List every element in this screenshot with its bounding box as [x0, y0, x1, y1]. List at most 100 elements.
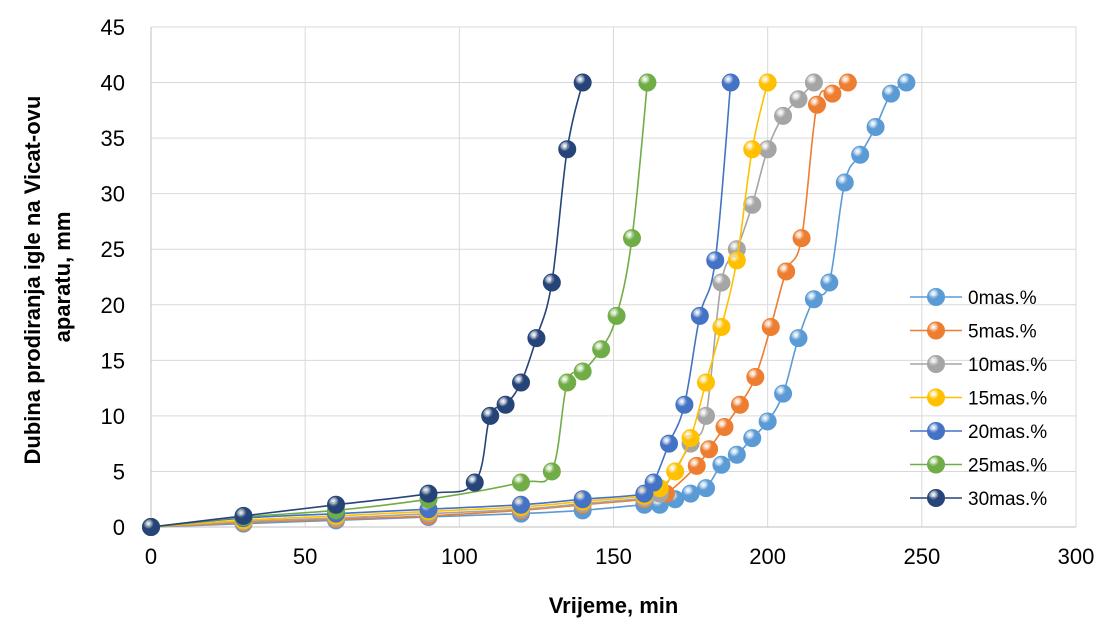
y-axis-title-line-1: Dubina prodiranja igle na Vicat-ovu	[20, 96, 45, 465]
data-point	[789, 90, 808, 109]
data-point	[558, 140, 577, 159]
data-point	[758, 412, 777, 431]
data-point	[835, 173, 854, 192]
data-point	[851, 145, 870, 164]
data-point	[573, 73, 592, 92]
data-point	[746, 368, 765, 386]
x-tick-label: 0	[145, 544, 157, 569]
legend-marker	[927, 422, 945, 440]
data-point	[512, 373, 530, 392]
data-point	[142, 518, 160, 536]
data-point	[465, 473, 484, 492]
data-point	[774, 106, 793, 125]
data-point	[721, 73, 740, 92]
data-point	[758, 73, 777, 92]
data-point	[808, 95, 826, 114]
data-point	[496, 395, 515, 414]
legend-label: 20mas.%	[968, 422, 1047, 443]
data-point	[327, 495, 345, 514]
data-point	[681, 429, 700, 448]
data-point	[777, 262, 796, 281]
data-point	[681, 484, 700, 503]
data-point	[542, 462, 561, 481]
series-line	[150, 82, 649, 528]
x-tick-label: 250	[903, 544, 940, 569]
data-point	[792, 229, 811, 248]
legend-marker	[927, 455, 945, 474]
y-tick-label: 35	[101, 126, 125, 151]
data-point	[687, 456, 706, 475]
data-point	[804, 290, 823, 309]
data-point	[712, 273, 731, 292]
data-point	[712, 318, 731, 336]
data-point	[697, 406, 715, 425]
y-axis-title: Dubina prodiranja igle na Vicat-ovu apar…	[20, 90, 75, 465]
series-line	[150, 82, 584, 528]
y-axis-title-line-2: aparatu, mm	[50, 212, 75, 343]
data-point	[644, 473, 663, 492]
y-tick-label: 5	[113, 459, 125, 484]
data-point	[573, 490, 592, 509]
data-point	[558, 373, 577, 392]
y-tick-label: 0	[113, 515, 125, 540]
y-tick-label: 45	[101, 15, 125, 40]
data-point	[743, 195, 762, 214]
data-point	[573, 362, 592, 381]
legend-item: 20mas.%	[910, 422, 1047, 443]
data-point	[638, 73, 657, 92]
data-point	[882, 84, 900, 103]
data-point	[697, 479, 715, 498]
data-point	[727, 251, 746, 270]
data-point	[512, 495, 530, 514]
legend-marker	[927, 388, 945, 407]
gridlines	[151, 26, 1077, 527]
data-point	[761, 318, 780, 336]
legend-label: 15mas.%	[968, 389, 1047, 410]
data-point	[730, 395, 749, 414]
legend-marker	[927, 321, 945, 340]
legend-marker	[927, 489, 945, 507]
series-group	[142, 73, 916, 536]
x-tick-label: 150	[595, 544, 632, 569]
data-point	[697, 373, 715, 392]
axes	[150, 27, 1076, 528]
data-point	[419, 484, 438, 503]
x-tick-label: 300	[1058, 544, 1095, 569]
y-tick-label: 40	[101, 71, 125, 96]
legend-label: 25mas.%	[968, 456, 1047, 477]
series-30mas-	[142, 73, 592, 536]
data-point	[481, 406, 500, 425]
y-tick-label: 30	[101, 182, 125, 207]
data-point	[823, 84, 842, 103]
y-tick-label: 20	[101, 293, 125, 318]
legend-item: 15mas.%	[910, 388, 1047, 410]
legend-marker	[927, 355, 945, 373]
data-point	[743, 140, 762, 159]
data-point	[712, 455, 731, 474]
data-point	[727, 445, 746, 464]
legend-marker	[927, 288, 945, 306]
legend-item: 25mas.%	[910, 455, 1047, 477]
data-point	[774, 384, 793, 403]
data-point	[715, 418, 734, 436]
x-tick-label: 200	[749, 544, 786, 569]
data-point	[592, 340, 611, 359]
data-point	[607, 306, 626, 325]
y-tick-label: 10	[101, 404, 125, 429]
data-point	[666, 462, 685, 481]
data-point	[758, 140, 777, 159]
legend-item: 30mas.%	[910, 489, 1047, 510]
data-point	[700, 440, 719, 459]
x-tick-label: 50	[293, 544, 317, 569]
data-point	[789, 329, 808, 348]
data-point	[660, 434, 678, 453]
data-point	[897, 73, 916, 92]
data-point	[527, 329, 546, 348]
data-point	[866, 118, 885, 136]
data-point	[706, 251, 725, 270]
data-point	[623, 229, 641, 248]
y-tick-label: 15	[101, 348, 125, 373]
data-point	[820, 273, 839, 292]
